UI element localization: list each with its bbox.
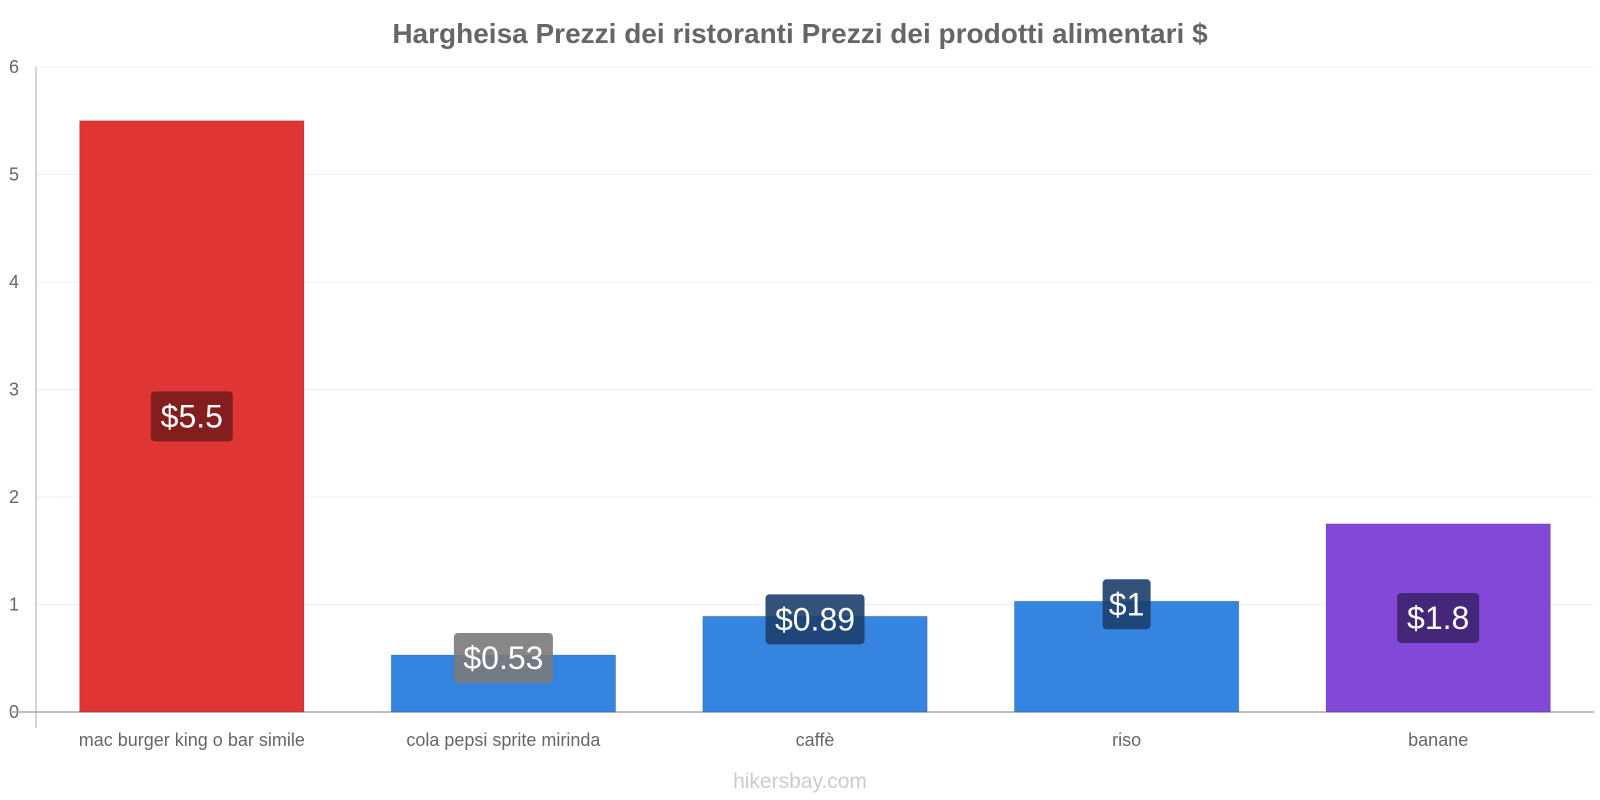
data-label: $0.53 <box>463 640 543 676</box>
y-tick-label: 1 <box>9 595 19 615</box>
x-tick-label: riso <box>1112 730 1141 750</box>
y-tick-label: 5 <box>9 165 19 185</box>
y-tick-label: 4 <box>9 272 19 292</box>
x-tick-label: banane <box>1408 730 1468 750</box>
data-label: $0.89 <box>775 601 855 637</box>
data-label-background <box>453 633 553 684</box>
data-label: $1.8 <box>1407 600 1469 636</box>
data-label-background <box>1397 592 1480 643</box>
y-tick-label: 3 <box>9 380 19 400</box>
data-labels: $5.5 $0.53 $0.89 $1 $1.8 <box>150 391 1480 684</box>
x-tick-label: caffè <box>796 730 835 750</box>
data-label-background <box>765 594 865 645</box>
data-label-background <box>1102 579 1151 630</box>
y-tick-label: 6 <box>9 57 19 77</box>
data-label: $1 <box>1109 586 1145 622</box>
data-label: $5.5 <box>161 398 223 434</box>
data-label-background <box>150 391 233 442</box>
chart-title: Hargheisa Prezzi dei ristoranti Prezzi d… <box>392 18 1208 49</box>
x-tick-label: mac burger king o bar simile <box>79 730 305 750</box>
x-tick-label: cola pepsi sprite mirinda <box>406 730 601 750</box>
watermark: hikersbay.com <box>733 770 867 793</box>
y-tick-label: 2 <box>9 487 19 507</box>
category-labels: mac burger king o bar simile cola pepsi s… <box>79 730 1468 750</box>
